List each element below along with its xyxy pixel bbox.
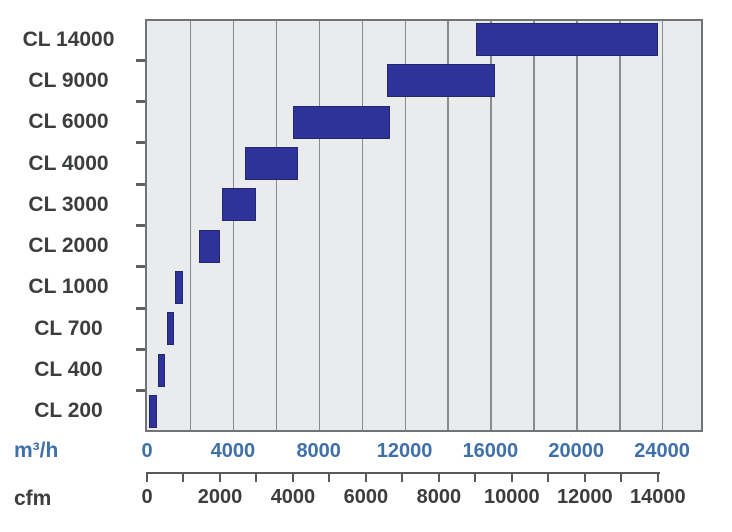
x-axis-cfm-tick-label: 4000 <box>270 486 316 508</box>
m3h-axis-unit-label: m³/h <box>14 439 59 462</box>
gridline <box>275 19 278 432</box>
x-axis-cfm-tick-label: 14000 <box>629 486 686 508</box>
x-axis-m3h-tick-label: 8000 <box>296 440 341 462</box>
gridline <box>447 19 449 432</box>
cfm-ruler-tick <box>146 472 148 482</box>
x-axis-m3h-tick-label: 20000 <box>548 440 605 462</box>
y-axis-category-label: CL 14000 <box>22 27 115 51</box>
y-axis-tick <box>136 347 145 351</box>
y-axis-tick <box>136 389 145 393</box>
range-bar <box>198 229 220 263</box>
gridline <box>404 19 406 432</box>
cfm-ruler-tick <box>656 472 659 482</box>
range-bar <box>149 394 157 428</box>
cfm-ruler-tick <box>620 472 623 482</box>
x-axis-cfm-tick-label: 10000 <box>484 486 540 508</box>
y-axis-category-label: CL 700 <box>34 316 103 340</box>
range-bar <box>222 188 257 222</box>
cfm-ruler-tick <box>437 472 440 482</box>
y-axis-tick <box>136 100 145 104</box>
cfm-ruler-tick <box>182 472 185 482</box>
gridline <box>318 19 321 432</box>
cfm-ruler-tick <box>364 472 367 482</box>
gridline <box>232 19 235 432</box>
gridline <box>189 19 192 432</box>
y-axis-category-label: CL 400 <box>34 358 103 382</box>
y-axis-category-label: CL 1000 <box>28 275 109 299</box>
y-axis-tick <box>136 182 145 186</box>
cfm-ruler-tick <box>218 472 221 482</box>
x-axis-cfm-tick-label: 6000 <box>343 486 389 508</box>
range-bar <box>387 64 495 98</box>
cfm-axis-unit-label: cfm <box>14 487 52 510</box>
gridline <box>361 19 363 432</box>
y-axis-tick <box>136 224 145 227</box>
y-axis-category-label: CL 200 <box>34 399 103 423</box>
gridline <box>490 19 492 432</box>
x-axis-m3h-tick-label: 0 <box>141 440 153 462</box>
cfm-ruler-tick <box>583 472 586 482</box>
range-bar <box>157 353 166 387</box>
y-axis-tick <box>136 265 145 269</box>
gridline <box>533 19 535 432</box>
x-axis-m3h-tick-label: 12000 <box>376 440 433 462</box>
y-axis-tick <box>136 306 145 310</box>
x-axis-m3h-tick-label: 16000 <box>462 440 519 462</box>
cfm-ruler-tick <box>328 472 331 482</box>
x-axis-cfm-tick-label: 2000 <box>197 486 243 508</box>
cfm-ruler-tick <box>547 472 550 482</box>
y-axis-category-label: CL 2000 <box>28 234 109 258</box>
range-bar <box>174 270 184 304</box>
cfm-ruler-tick <box>291 472 294 482</box>
cfm-ruler-tick <box>401 472 404 482</box>
y-axis-category-label: CL 6000 <box>28 110 109 134</box>
y-axis-tick <box>136 58 145 62</box>
range-bar <box>244 147 299 181</box>
y-axis-category-label: CL 4000 <box>28 151 109 175</box>
cfm-ruler-line <box>147 472 660 474</box>
cfm-ruler-tick <box>510 472 513 482</box>
y-axis-category-label: CL 3000 <box>28 192 109 216</box>
x-axis-m3h-tick-label: 24000 <box>634 440 690 462</box>
x-axis-cfm-tick-label: 0 <box>141 486 153 508</box>
gridline <box>619 19 621 432</box>
cfm-ruler-tick <box>474 472 477 482</box>
cfm-ruler-tick <box>255 472 258 482</box>
x-axis-m3h-tick-label: 4000 <box>210 440 256 462</box>
y-axis-tick <box>136 141 145 145</box>
range-bar <box>476 23 658 57</box>
range-bar <box>292 105 390 139</box>
range-bar <box>167 312 174 346</box>
gridline <box>662 19 664 432</box>
x-axis-cfm-tick-label: 12000 <box>557 486 613 508</box>
gridline <box>576 19 578 432</box>
x-axis-cfm-tick-label: 8000 <box>416 486 462 508</box>
plot-area <box>145 19 703 432</box>
y-axis-category-label: CL 9000 <box>28 68 109 92</box>
